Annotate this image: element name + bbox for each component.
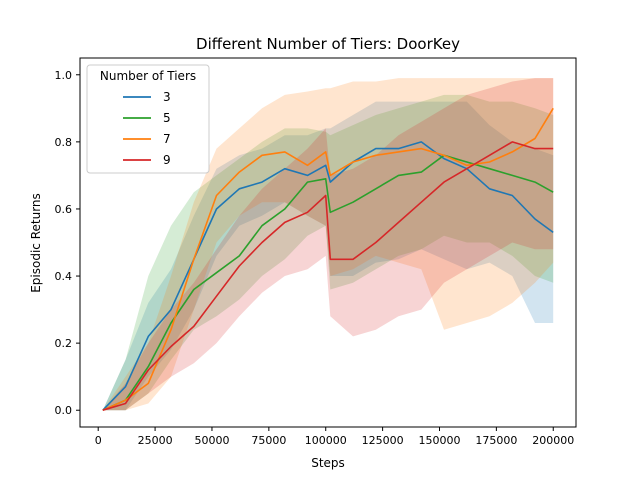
x-tick-label: 175000: [475, 434, 517, 447]
x-tick-label: 0: [95, 434, 102, 447]
y-axis: 0.0 0.2 0.4 0.6 0.8 1.0: [55, 69, 80, 417]
y-axis-label: Episodic Returns: [29, 193, 43, 293]
line-series-3: [102, 141, 554, 411]
y-tick-label: 0.8: [55, 136, 73, 149]
y-tick-label: 0.6: [55, 203, 73, 216]
band-series-5: [102, 94, 554, 411]
line-series-5: [102, 154, 554, 411]
x-axis-label: Steps: [311, 456, 345, 470]
line-series-7: [102, 107, 554, 411]
legend-entries: 3 5 7 9: [123, 90, 171, 167]
band-series-9: [102, 78, 554, 411]
y-tick-label: 1.0: [55, 69, 73, 82]
x-tick-label: 100000: [305, 434, 347, 447]
series-lines: [102, 107, 554, 411]
x-tick-label: 25000: [138, 434, 173, 447]
legend-title: Number of Tiers: [100, 69, 196, 83]
legend-box: [86, 64, 210, 174]
x-axis: 0 25000 50000 75000 100000 125000 150000 175000…: [95, 427, 574, 447]
confidence-bands: [102, 78, 554, 411]
y-tick-label: 0.4: [55, 270, 73, 283]
x-tick-label: 75000: [251, 434, 286, 447]
x-tick-label: 50000: [194, 434, 229, 447]
x-tick-label: 200000: [532, 434, 574, 447]
x-tick-label: 150000: [418, 434, 460, 447]
band-series-7: [102, 78, 554, 411]
y-tick-label: 0.0: [55, 404, 73, 417]
legend-label-5: 5: [163, 111, 171, 125]
x-tick-label: 125000: [362, 434, 404, 447]
legend-label-7: 7: [163, 132, 171, 146]
chart-title: Different Number of Tiers: DoorKey: [196, 35, 460, 53]
y-tick-label: 0.2: [55, 337, 73, 350]
line-series-9: [102, 141, 554, 411]
band-series-3: [102, 101, 554, 411]
legend-label-9: 9: [163, 153, 171, 167]
legend-label-3: 3: [163, 90, 171, 104]
legend: Number of Tiers 3 5 7 9: [86, 64, 210, 174]
plot-frame: [79, 57, 577, 428]
